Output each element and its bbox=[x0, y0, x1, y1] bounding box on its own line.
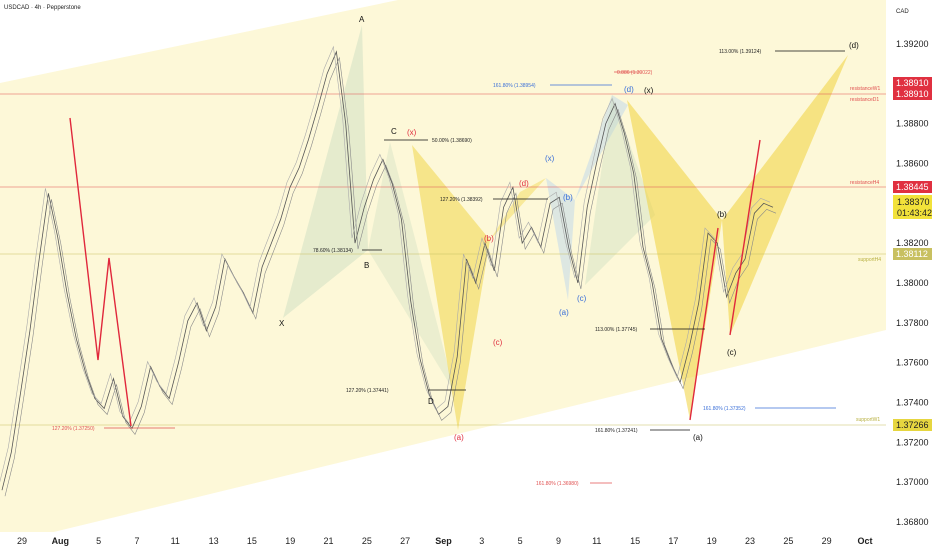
harmonic-patterns bbox=[283, 25, 848, 430]
time-tick-label: Aug bbox=[52, 536, 70, 546]
time-tick-label: 27 bbox=[400, 536, 410, 546]
support-h4-label: supportH4 bbox=[858, 257, 881, 263]
badge-resistance-h4: 1.38445 bbox=[896, 182, 929, 192]
support-w1-label: supportW1 bbox=[856, 417, 880, 423]
wave-label-blue-a: (a) bbox=[559, 308, 569, 317]
wave-label-blue-c: (c) bbox=[577, 294, 587, 303]
level-labels: resistanceW1 resistanceD1 resistanceH4 s… bbox=[850, 86, 881, 423]
time-tick-label: 15 bbox=[630, 536, 640, 546]
price-tick-label: 1.37800 bbox=[896, 318, 929, 328]
time-tick-label: 21 bbox=[324, 536, 334, 546]
time-tick-label: 7 bbox=[134, 536, 139, 546]
wave-labels: A X B C D (x) (a) (b) (c) (d) (x) (a) (b… bbox=[279, 15, 859, 442]
fib-label: 161.80% (1.36980) bbox=[536, 481, 579, 487]
price-tick-label: 1.38600 bbox=[896, 158, 929, 168]
time-tick-label: 3 bbox=[479, 536, 484, 546]
time-tick-label: 19 bbox=[285, 536, 295, 546]
fib-label: 0.886 (1.39022) bbox=[617, 70, 653, 76]
wave-label-red-a: (a) bbox=[454, 433, 464, 442]
price-line-series-a bbox=[1, 50, 774, 491]
wave-label-red-b: (b) bbox=[484, 234, 494, 243]
impulse-lines bbox=[69, 117, 761, 427]
wave-label-C: C bbox=[391, 127, 397, 136]
price-line-series-c bbox=[0, 45, 771, 483]
horizontal-levels bbox=[0, 93, 886, 426]
fib-label: 113.00% (1.39124) bbox=[719, 49, 761, 55]
wave-label-red-d: (d) bbox=[519, 179, 529, 188]
wave-label-blue-x: (x) bbox=[545, 154, 555, 163]
wave-label-A: A bbox=[359, 15, 365, 24]
time-tick-label: 25 bbox=[783, 536, 793, 546]
wave-label-black-d: (d) bbox=[849, 41, 859, 50]
price-badges: 1.38910 1.38910 1.38445 1.38370 01:43:42… bbox=[893, 77, 932, 431]
price-tick-label: 1.38800 bbox=[896, 119, 929, 129]
chart-title: USDCAD · 4h · Pepperstone bbox=[4, 5, 81, 11]
wave-label-blue-d: (d) bbox=[624, 85, 634, 94]
price-tick-label: 1.36800 bbox=[896, 517, 929, 527]
wave-label-B: B bbox=[364, 261, 369, 270]
price-tick-label: 1.37000 bbox=[896, 477, 929, 487]
badge-countdown: 01:43:42 bbox=[897, 208, 932, 218]
time-tick-label: 25 bbox=[362, 536, 372, 546]
price-tick-label: 1.38200 bbox=[896, 238, 929, 248]
wave-label-black-x: (x) bbox=[644, 86, 654, 95]
time-tick-label: Sep bbox=[435, 536, 452, 546]
wave-label-red-x: (x) bbox=[407, 128, 417, 137]
time-tick-label: 11 bbox=[592, 536, 601, 546]
fib-label: 127.20% (1.37250) bbox=[52, 426, 95, 432]
fib-label: 127.20% (1.38392) bbox=[440, 197, 483, 203]
price-tick-label: 1.39200 bbox=[896, 39, 929, 49]
price-series bbox=[0, 45, 777, 497]
resistance-w1-label: resistanceW1 bbox=[850, 86, 881, 92]
badge-support-w1: 1.37266 bbox=[896, 420, 929, 430]
badge-current-price: 1.38370 bbox=[897, 197, 930, 207]
time-tick-label: 29 bbox=[822, 536, 832, 546]
time-axis-ticks: 29 Aug 5 7 11 13 15 19 21 25 27 Sep 3 5 9 11 15 17 19 23 25 2… bbox=[17, 536, 873, 546]
time-tick-label: 23 bbox=[745, 536, 755, 546]
price-tick-label: 1.37600 bbox=[896, 358, 929, 368]
time-tick-label: 15 bbox=[247, 536, 257, 546]
badge-resistance-w1: 1.38910 bbox=[896, 78, 929, 88]
time-axis-panel[interactable] bbox=[0, 532, 932, 550]
wave-label-black-c: (c) bbox=[727, 348, 737, 357]
wave-label-X: X bbox=[279, 319, 285, 328]
resistance-d1-label: resistanceD1 bbox=[850, 97, 879, 103]
fib-label: 127.20% (1.37441) bbox=[346, 388, 389, 394]
time-tick-label: 5 bbox=[96, 536, 101, 546]
time-tick-label: 29 bbox=[17, 536, 27, 546]
resistance-h4-label: resistanceH4 bbox=[850, 180, 879, 186]
time-tick-label: 19 bbox=[707, 536, 717, 546]
badge-support-h4: 1.38112 bbox=[896, 249, 928, 259]
price-line-series-b bbox=[4, 56, 777, 497]
fib-label: 78.60% (1.38134) bbox=[313, 248, 353, 254]
time-tick-label: 11 bbox=[171, 536, 180, 546]
price-tick-label: 1.38000 bbox=[896, 278, 929, 288]
fib-label: 50.00% (1.38690) bbox=[432, 138, 472, 144]
time-tick-label: Oct bbox=[857, 536, 872, 546]
fib-label: 161.80% (1.38954) bbox=[493, 83, 536, 89]
price-tick-label: 1.37200 bbox=[896, 437, 929, 447]
time-tick-label: 9 bbox=[556, 536, 561, 546]
wave-label-red-c: (c) bbox=[493, 338, 503, 347]
fib-label: 161.80% (1.37241) bbox=[595, 428, 638, 434]
fib-markers bbox=[104, 50, 845, 484]
wave-label-blue-b: (b) bbox=[563, 193, 573, 202]
time-tick-label: 13 bbox=[209, 536, 219, 546]
time-tick-label: 5 bbox=[518, 536, 523, 546]
time-tick-label: 17 bbox=[668, 536, 678, 546]
price-tick-label: 1.37400 bbox=[896, 397, 929, 407]
wave-label-D: D bbox=[428, 397, 434, 406]
badge-resistance-d1: 1.38910 bbox=[896, 89, 929, 99]
fib-label: 113.00% (1.37745) bbox=[595, 327, 637, 333]
wave-label-black-b: (b) bbox=[717, 210, 727, 219]
fib-label: 161.80% (1.37352) bbox=[703, 406, 746, 412]
fib-labels: 127.20% (1.37250) 78.60% (1.38134) 50.00… bbox=[52, 49, 761, 487]
currency-label: CAD bbox=[896, 9, 909, 15]
wave-label-black-a: (a) bbox=[693, 433, 703, 442]
